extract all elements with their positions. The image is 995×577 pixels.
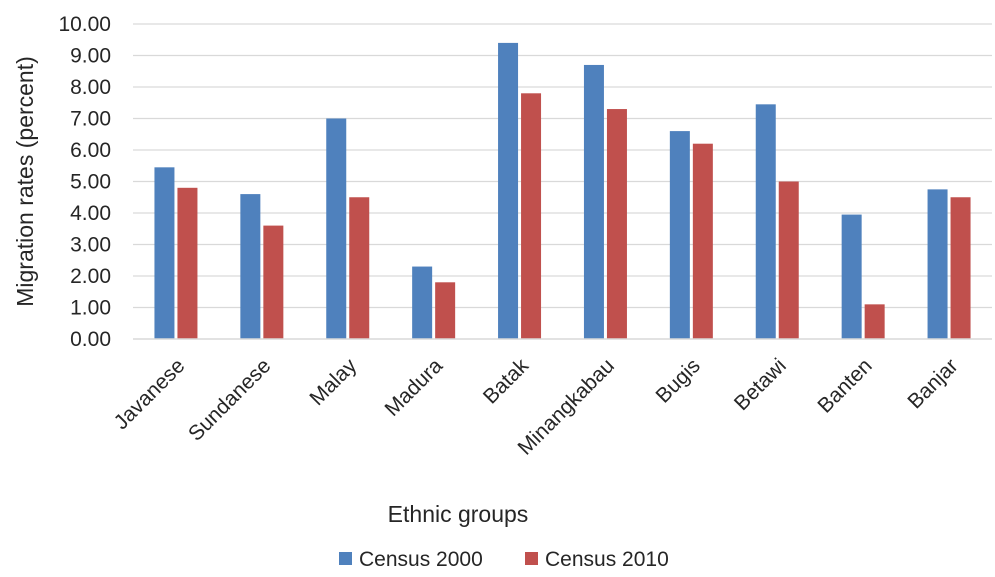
x-tick-label: Sundanese [184, 354, 275, 445]
x-tick-label: Banten [813, 354, 876, 417]
bar-census-2000 [669, 131, 690, 339]
bar-census-2010 [263, 225, 284, 339]
y-tick-label: 1.00 [70, 297, 111, 320]
y-tick-label: 6.00 [70, 139, 111, 162]
y-tick-label: 4.00 [70, 202, 111, 225]
y-tick-label: 10.00 [58, 13, 111, 36]
bar-census-2010 [606, 109, 627, 339]
legend: Census 2000 Census 2010 [339, 548, 669, 571]
legend-swatch [339, 552, 352, 565]
y-tick-label: 5.00 [70, 171, 111, 194]
bar-census-2000 [326, 118, 347, 339]
legend-swatch [525, 552, 538, 565]
bar-census-2010 [349, 197, 370, 339]
x-tick-label: Banjar [903, 354, 962, 413]
bar-census-2000 [841, 214, 862, 339]
y-axis-tick-labels: 0.00 1.00 2.00 3.00 4.00 5.00 6.00 7.00 8.00 9.00… [58, 13, 111, 351]
y-tick-label: 0.00 [70, 328, 111, 351]
x-tick-label: Malay [305, 354, 361, 410]
x-tick-label: Bugis [651, 354, 704, 407]
bar-census-2000 [240, 194, 261, 339]
x-tick-label: Batak [479, 354, 534, 409]
bar-census-2000 [927, 189, 948, 339]
y-tick-label: 3.00 [70, 234, 111, 257]
bar-census-2010 [435, 282, 456, 339]
bar-census-2010 [950, 197, 971, 339]
x-tick-label: Madura [381, 354, 448, 421]
bar-census-2000 [154, 167, 175, 339]
bars [154, 42, 971, 340]
x-axis-title: Ethnic groups [388, 501, 529, 527]
x-tick-label: Betawi [730, 354, 791, 415]
gridlines [133, 23, 992, 309]
bar-census-2000 [412, 266, 433, 339]
bar-census-2010 [692, 143, 713, 339]
y-tick-label: 2.00 [70, 265, 111, 288]
bar-census-2000 [755, 104, 776, 339]
bar-census-2000 [498, 42, 519, 340]
y-tick-label: 9.00 [70, 45, 111, 68]
bar-census-2010 [177, 187, 198, 339]
bar-census-2010 [864, 304, 885, 339]
y-tick-label: 7.00 [70, 108, 111, 131]
y-tick-label: 8.00 [70, 76, 111, 99]
legend-label: Census 2000 [359, 548, 483, 571]
bar-census-2000 [583, 64, 604, 339]
bar-census-2010 [521, 93, 542, 339]
y-axis-title: Migration rates (percent) [12, 56, 38, 307]
x-tick-label: Javanese [110, 354, 190, 434]
legend-label: Census 2010 [545, 548, 669, 571]
bar-census-2010 [778, 181, 799, 339]
